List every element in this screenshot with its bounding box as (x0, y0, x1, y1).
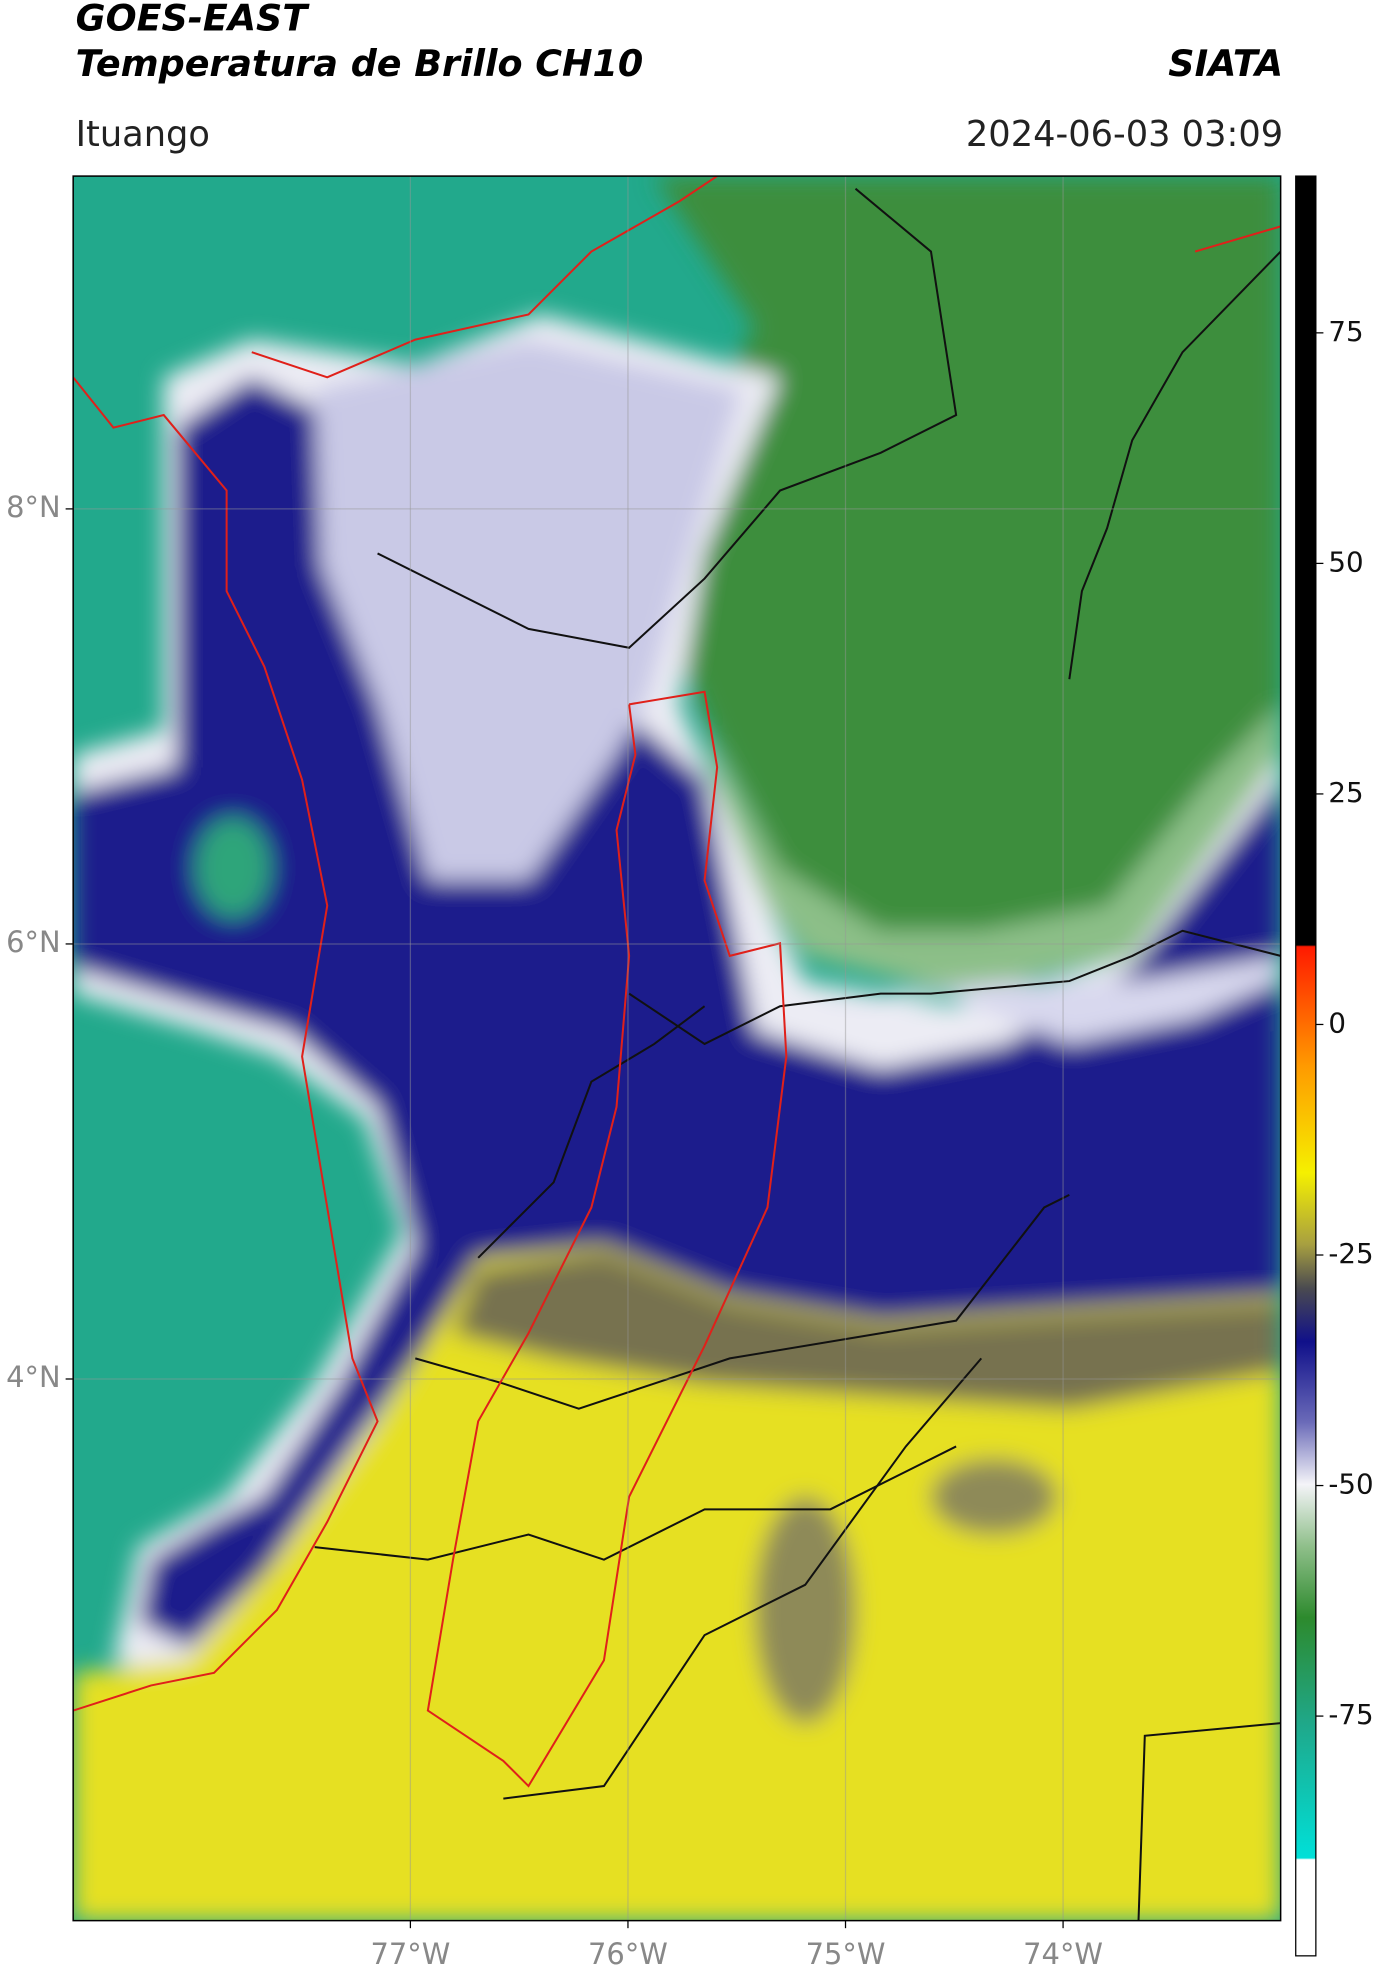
datetime: 2024-06-03 03:09 (966, 114, 1283, 155)
colorbar-tick-label: -75 (1328, 1698, 1373, 1731)
source: SIATA (1168, 42, 1283, 85)
colorbar (1295, 175, 1317, 1957)
colorbar-tick-label: -25 (1328, 1237, 1373, 1270)
colorbar-tick-label: 50 (1328, 545, 1363, 578)
map-frame (72, 175, 1282, 1922)
colorbar-tick-label: 25 (1328, 776, 1363, 809)
lon-tick-label: 74°W (1023, 1937, 1103, 1971)
colorbar-tick-label: -50 (1328, 1468, 1373, 1501)
colorbar-tick-label: 0 (1328, 1006, 1346, 1039)
satellite-image (73, 176, 1281, 1921)
lon-tick-label: 75°W (806, 1937, 886, 1971)
subtitle: Temperatura de Brillo CH10 (76, 42, 644, 85)
lat-tick-label: 4°N (6, 1360, 60, 1394)
location: Ituango (76, 114, 210, 155)
lat-tick-label: 6°N (6, 925, 60, 959)
colorbar-tick-label: 75 (1328, 315, 1363, 348)
lon-tick-label: 77°W (370, 1937, 450, 1971)
lon-tick-label: 76°W (588, 1937, 668, 1971)
title: GOES-EAST (76, 0, 311, 40)
graticule (73, 176, 1281, 1921)
lat-tick-label: 8°N (6, 490, 60, 524)
